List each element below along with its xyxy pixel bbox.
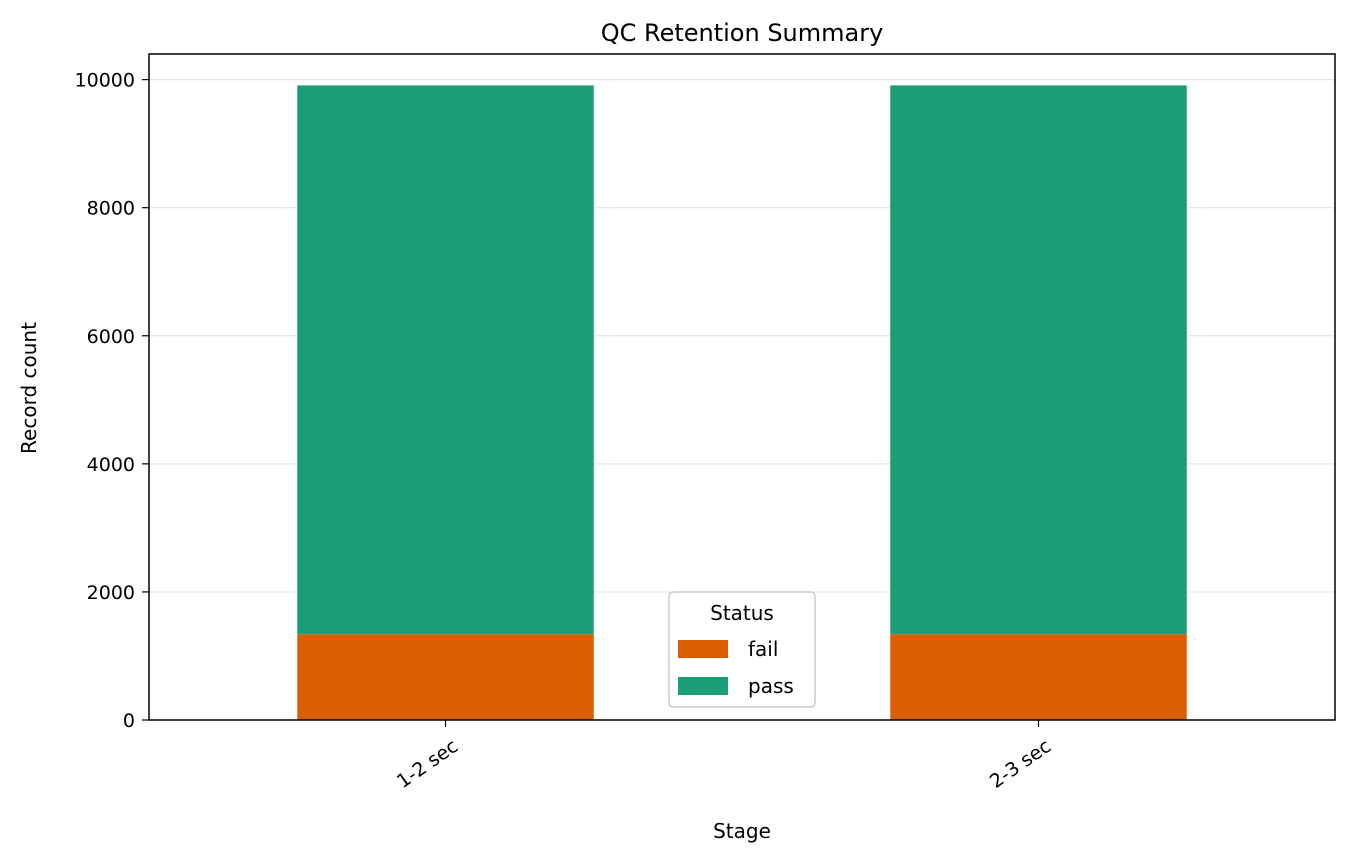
bar-pass [890, 85, 1187, 635]
y-tick-label: 8000 [87, 198, 135, 220]
legend-swatch-pass [678, 677, 728, 695]
legend: Status fail pass [668, 591, 816, 708]
y-axis: 0 2000 4000 6000 8000 10000 [75, 70, 149, 732]
legend-label-fail: fail [748, 637, 778, 661]
y-tick-label: 0 [123, 710, 135, 732]
x-axis-title: Stage [713, 819, 771, 843]
bar-pass [297, 85, 594, 635]
y-tick-label: 10000 [75, 70, 135, 92]
y-tick-label: 4000 [87, 454, 135, 476]
legend-swatch-fail [678, 640, 728, 658]
chart-title: QC Retention Summary [601, 19, 884, 47]
legend-title: Status [710, 601, 774, 625]
y-axis-title: Record count [17, 322, 41, 454]
y-tick-label: 6000 [87, 326, 135, 348]
bar-fail [890, 634, 1187, 720]
bars [297, 85, 1187, 720]
plot-frame [148, 53, 1336, 721]
y-tick-label: 2000 [87, 582, 135, 604]
bar-fail [297, 634, 594, 720]
legend-label-pass: pass [748, 674, 794, 698]
